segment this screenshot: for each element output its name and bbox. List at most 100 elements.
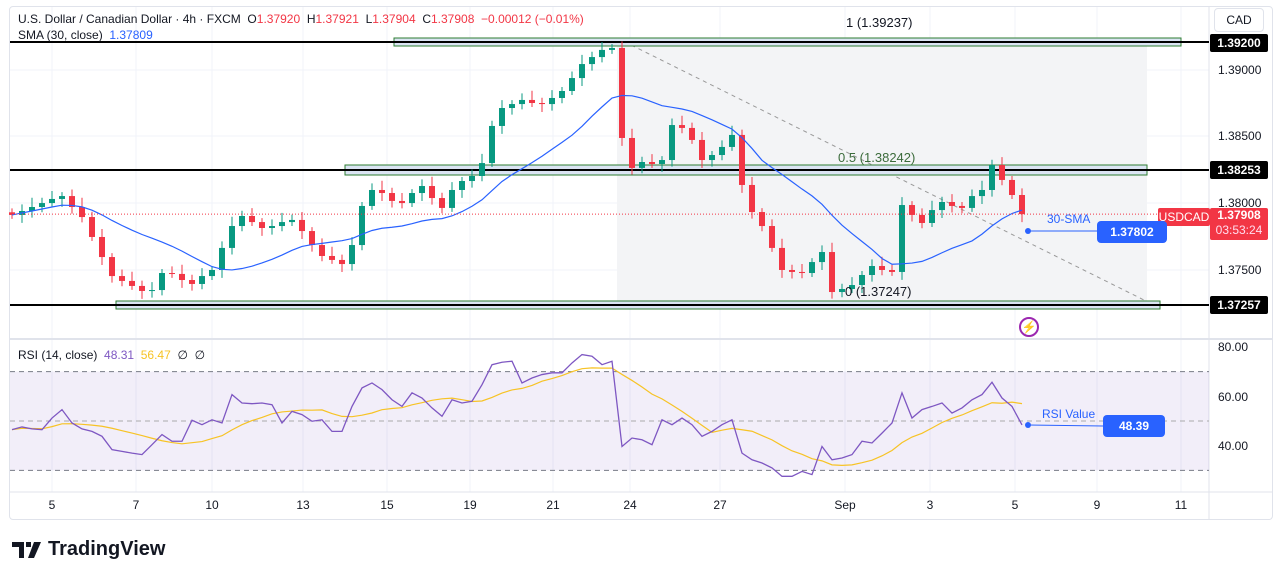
candle-body bbox=[379, 189, 385, 194]
candle-body bbox=[109, 257, 115, 277]
candle-body bbox=[509, 104, 515, 109]
candle-body bbox=[119, 276, 125, 281]
candle-body bbox=[829, 252, 835, 293]
candle-body bbox=[249, 215, 255, 223]
rsi-ma-line bbox=[11, 367, 1023, 466]
candle-body bbox=[559, 90, 565, 98]
candle-body bbox=[429, 186, 435, 199]
tv-logo-icon bbox=[12, 541, 41, 558]
candle-body bbox=[199, 276, 205, 284]
candle-body bbox=[939, 202, 945, 211]
tradingview-logo[interactable]: TradingView bbox=[12, 538, 165, 561]
price-tick: 1.38000 bbox=[1218, 196, 1262, 210]
candle-body bbox=[1019, 195, 1025, 215]
level-badge: 1.38253 bbox=[1210, 161, 1268, 179]
candle-body bbox=[569, 78, 575, 91]
symbol-title[interactable]: U.S. Dollar / Canadian Dollar · 4h · FXC… bbox=[18, 12, 241, 26]
candle-body bbox=[659, 160, 665, 164]
candle-body bbox=[209, 269, 215, 277]
candle-body bbox=[599, 49, 605, 58]
candle-body bbox=[189, 280, 195, 284]
rsi-value: 48.31 bbox=[104, 348, 135, 362]
rsi-tick: 60.00 bbox=[1218, 390, 1249, 404]
candle-body bbox=[79, 207, 85, 218]
candle-body bbox=[739, 134, 745, 185]
high-value: 1.37921 bbox=[315, 12, 359, 26]
level-badge: 1.39200 bbox=[1210, 34, 1268, 52]
rsi-legend[interactable]: RSI (14, close) 48.31 56.47 ∅ ∅ bbox=[18, 348, 205, 362]
candle-body bbox=[309, 231, 315, 246]
candle-body bbox=[499, 108, 505, 126]
candle-body bbox=[769, 226, 775, 248]
candle-body bbox=[819, 252, 825, 263]
low-value: 1.37904 bbox=[372, 12, 416, 26]
time-tick: 9 bbox=[1093, 498, 1101, 512]
candle-body bbox=[59, 196, 65, 199]
time-tick: 13 bbox=[296, 498, 310, 512]
time-tick: 21 bbox=[546, 498, 560, 512]
time-tick: 27 bbox=[713, 498, 727, 512]
candle-body bbox=[89, 217, 95, 237]
candle-body bbox=[69, 196, 75, 208]
candle-body bbox=[899, 205, 905, 272]
candle-body bbox=[889, 269, 895, 272]
candle-body bbox=[459, 181, 465, 190]
time-tick: 19 bbox=[463, 498, 477, 512]
low-label: L bbox=[365, 12, 373, 26]
currency-button[interactable]: CAD bbox=[1214, 8, 1264, 32]
candle-body bbox=[259, 222, 265, 229]
candle-body bbox=[39, 203, 45, 208]
rsi-label: RSI (14, close) bbox=[18, 348, 98, 362]
rsi-line bbox=[11, 353, 1023, 477]
rsi-tick: 80.00 bbox=[1218, 340, 1249, 354]
candle-body bbox=[359, 205, 365, 246]
lightning-icon[interactable]: ⚡ bbox=[1019, 317, 1039, 337]
candle-body bbox=[539, 103, 545, 105]
rsi-tick: 40.00 bbox=[1218, 439, 1249, 453]
price-tick: 1.38500 bbox=[1218, 129, 1262, 143]
candle-body bbox=[269, 226, 275, 229]
time-tick: 10 bbox=[205, 498, 219, 512]
candle-body bbox=[399, 200, 405, 204]
candle-body bbox=[129, 280, 135, 286]
candle-body bbox=[629, 137, 635, 168]
last-price: 1.37908 bbox=[1217, 208, 1261, 222]
price-tick: 1.39000 bbox=[1218, 63, 1262, 77]
sma-label: SMA (30, close) bbox=[18, 28, 103, 42]
candle-body bbox=[859, 274, 865, 286]
candle-body bbox=[409, 193, 415, 204]
countdown: 03:53:24 bbox=[1215, 223, 1263, 237]
candle-body bbox=[519, 99, 525, 105]
time-tick: 11 bbox=[1174, 498, 1188, 512]
rsi-na-1: ∅ bbox=[177, 348, 188, 362]
candle-body bbox=[989, 165, 995, 190]
fib-level-0: 0 (1.37247) bbox=[845, 284, 912, 299]
symbol-price-tag: USDCAD bbox=[1158, 208, 1210, 226]
candle-body bbox=[789, 269, 795, 272]
change-value: −0.00012 (−0.01%) bbox=[481, 12, 584, 26]
time-tick: 5 bbox=[1011, 498, 1019, 512]
candle-body bbox=[799, 271, 805, 274]
candle-body bbox=[919, 214, 925, 223]
candle-body bbox=[149, 290, 155, 292]
open-value: 1.37920 bbox=[256, 12, 301, 26]
rsi-na-2: ∅ bbox=[194, 348, 206, 362]
close-label: C bbox=[422, 12, 431, 26]
close-value: 1.37908 bbox=[430, 12, 475, 26]
symbol-legend: U.S. Dollar / Canadian Dollar · 4h · FXC… bbox=[18, 12, 584, 26]
rsi-ma-value: 56.47 bbox=[140, 348, 171, 362]
candle-body bbox=[49, 198, 55, 204]
candle-body bbox=[289, 219, 295, 223]
candle-body bbox=[549, 97, 555, 105]
rsi-annotation-dot bbox=[1025, 421, 1031, 428]
candle-body bbox=[999, 165, 1005, 180]
last-price-badge: 1.37908 03:53:24 bbox=[1210, 208, 1268, 240]
price-tick: 1.37500 bbox=[1218, 263, 1262, 277]
candle-body bbox=[979, 189, 985, 197]
high-label: H bbox=[306, 12, 316, 26]
fib-level-1: 1 (1.39237) bbox=[846, 15, 913, 30]
candle-body bbox=[909, 205, 915, 215]
sma-legend[interactable]: SMA (30, close) 1.37809 bbox=[18, 28, 153, 42]
candle-body bbox=[879, 266, 885, 270]
